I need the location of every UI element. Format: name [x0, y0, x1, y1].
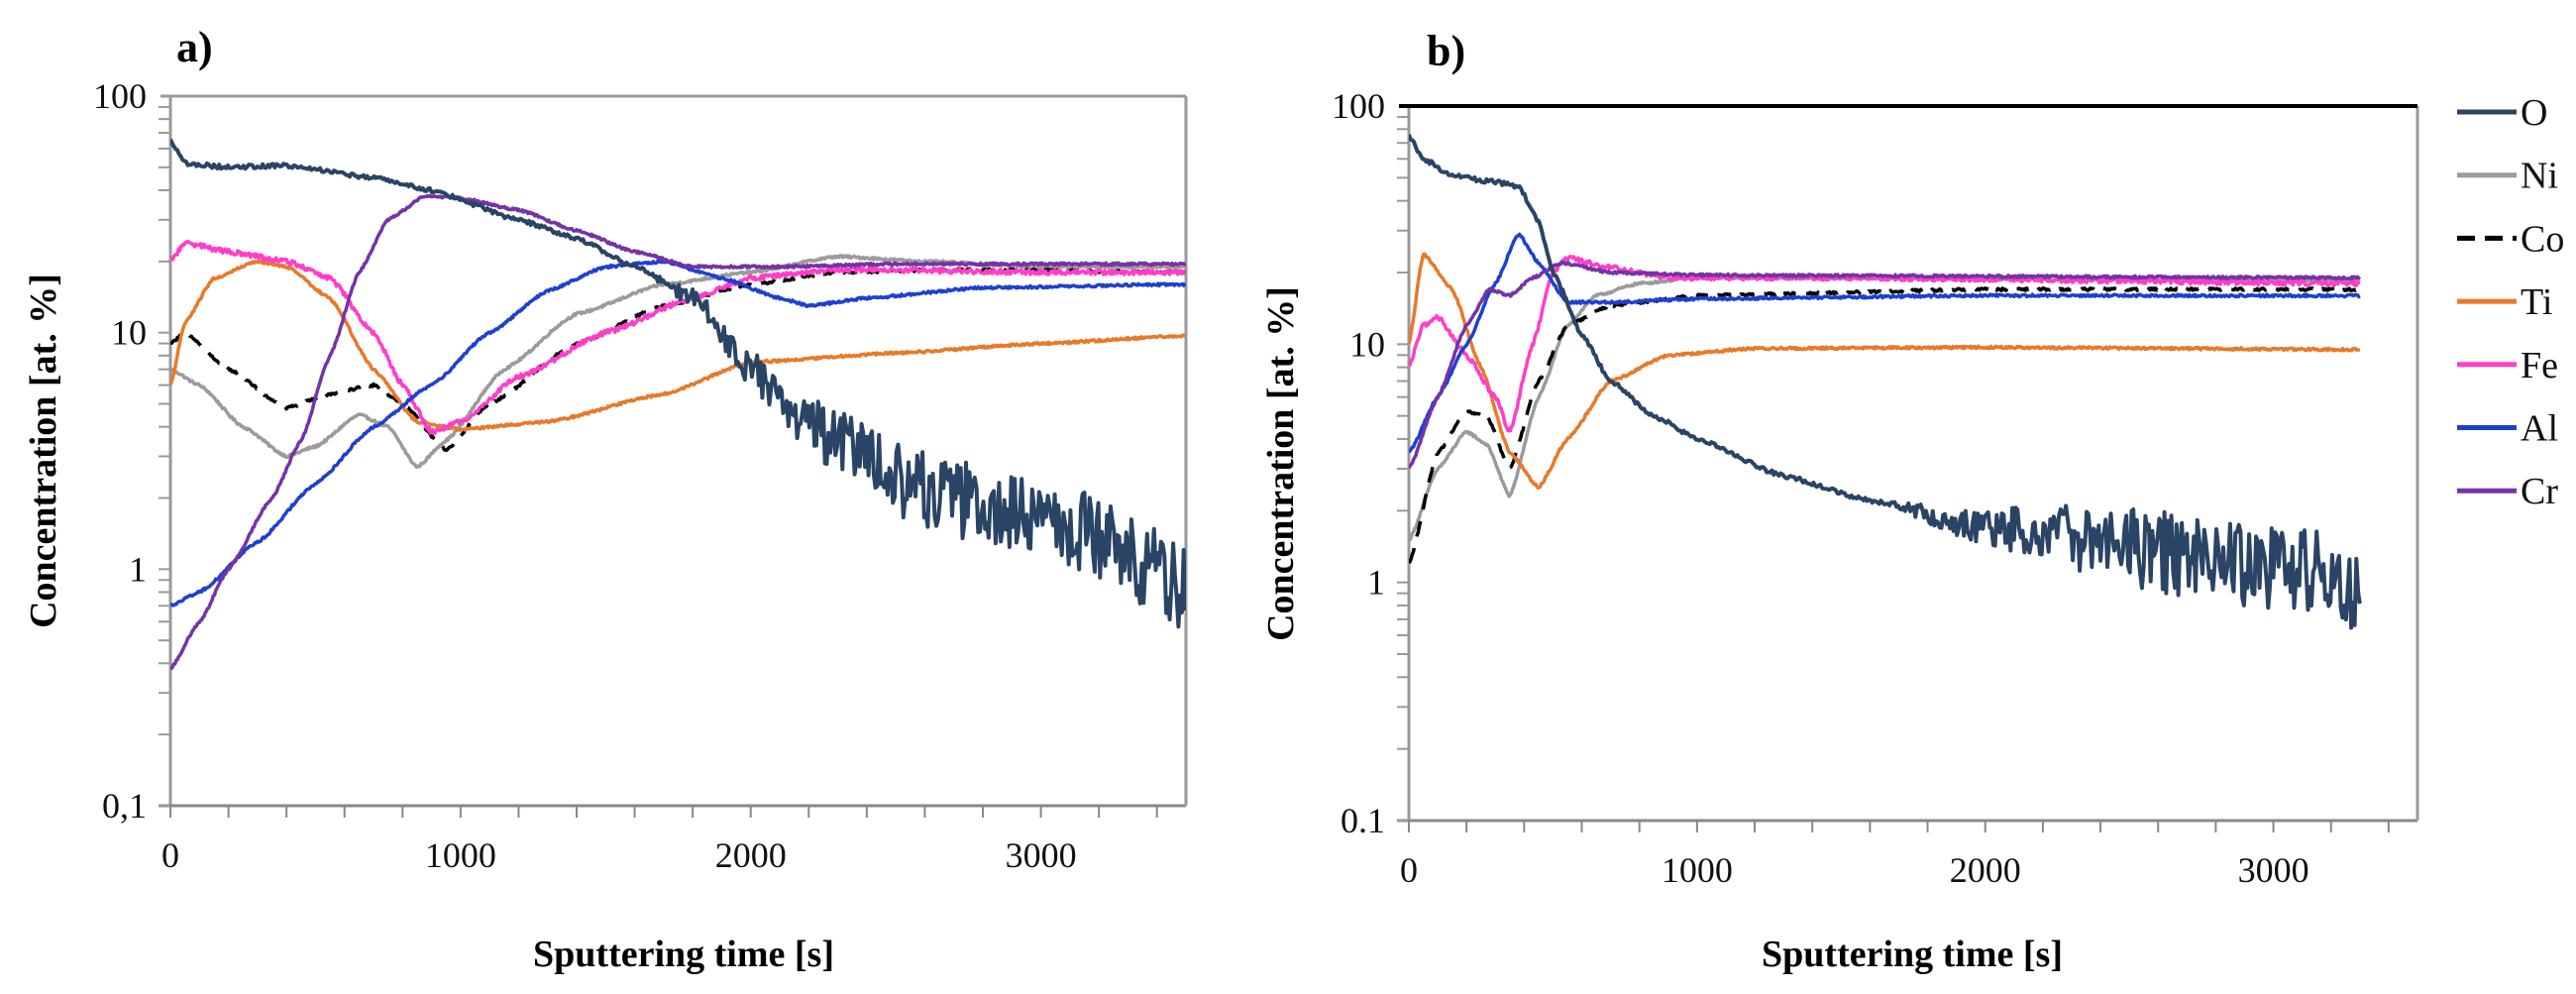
- y-tick-label: 10: [1349, 324, 1385, 364]
- series-line-o: [170, 138, 1186, 629]
- legend-item-ni: Ni: [2457, 156, 2558, 197]
- series-line-fe: [1409, 255, 2361, 433]
- series-line-cr: [1409, 260, 2362, 470]
- series-line-ni: [1409, 275, 2361, 542]
- y-tick-label: 0,1: [102, 786, 147, 826]
- panel-label-b: b): [1427, 27, 1465, 75]
- series-line-cr: [170, 193, 1186, 671]
- x-tick-label: 0: [1400, 850, 1418, 890]
- y-axis-title-b: Concentration [at. %]: [1260, 286, 1302, 641]
- x-tick-label: 2000: [715, 835, 787, 875]
- y-tick-label: 100: [1332, 86, 1385, 126]
- x-tick-label: 2000: [1950, 850, 2021, 890]
- series-line-ti: [170, 259, 1186, 432]
- series-line-o: [1409, 134, 2362, 630]
- legend-label: Cr: [2521, 471, 2558, 512]
- legend-item-fe: Fe: [2457, 345, 2558, 387]
- series-line-co: [1409, 286, 2361, 565]
- legend-item-ti: Ti: [2457, 281, 2552, 323]
- plot-area-a: 100 10 1 0,1 0 1000 2000 3000: [93, 76, 1188, 875]
- y-axis-title-a: Concentration [at. %]: [23, 274, 64, 628]
- y-tick-label: 1: [129, 549, 147, 589]
- panel-label-a: a): [176, 23, 213, 71]
- y-tick-label: 0.1: [1341, 801, 1385, 840]
- plot-area-b: 100 10 1 0.1 0 1000 2000 3000: [1332, 86, 2419, 890]
- series-group: [170, 138, 1186, 671]
- x-axis-title-a: Sputtering time [s]: [533, 934, 834, 975]
- legend-label: Ti: [2521, 281, 2552, 323]
- series-line-ti: [1409, 252, 2361, 491]
- series-line-al: [170, 259, 1186, 607]
- legend-label: Al: [2521, 408, 2558, 450]
- legend-label: O: [2521, 92, 2547, 134]
- y-tick-label: 100: [93, 76, 147, 116]
- y-tick-label: 1: [1367, 563, 1385, 603]
- legend-item-cr: Cr: [2457, 471, 2558, 512]
- x-tick-label: 1000: [1662, 850, 1733, 890]
- legend-label: Fe: [2521, 345, 2558, 387]
- y-tick-label: 10: [111, 313, 147, 353]
- x-tick-label: 1000: [425, 835, 496, 875]
- legend-item-co: Co: [2457, 218, 2564, 260]
- series-group: [1409, 134, 2362, 630]
- series-line-fe: [170, 239, 1186, 435]
- x-tick-label: 0: [161, 835, 179, 875]
- chart-panel-a: a) 100 10 1 0,1 0 1000 2000 3000 Sputtering tim…: [23, 23, 1188, 975]
- legend-label: Co: [2521, 218, 2564, 260]
- x-tick-label: 3000: [1006, 835, 1077, 875]
- x-axis-title-b: Sputtering time [s]: [1762, 934, 2063, 975]
- legend-item-o: O: [2457, 92, 2547, 134]
- legend-label: Ni: [2521, 156, 2558, 197]
- legend: O Ni Co Ti Fe Al Cr: [2457, 92, 2564, 512]
- legend-item-al: Al: [2457, 408, 2558, 450]
- chart-panel-b: b) 100 10 1 0.1 0 1000 2000 3000 Sputtering tim…: [1260, 27, 2419, 975]
- x-tick-label: 3000: [2238, 850, 2309, 890]
